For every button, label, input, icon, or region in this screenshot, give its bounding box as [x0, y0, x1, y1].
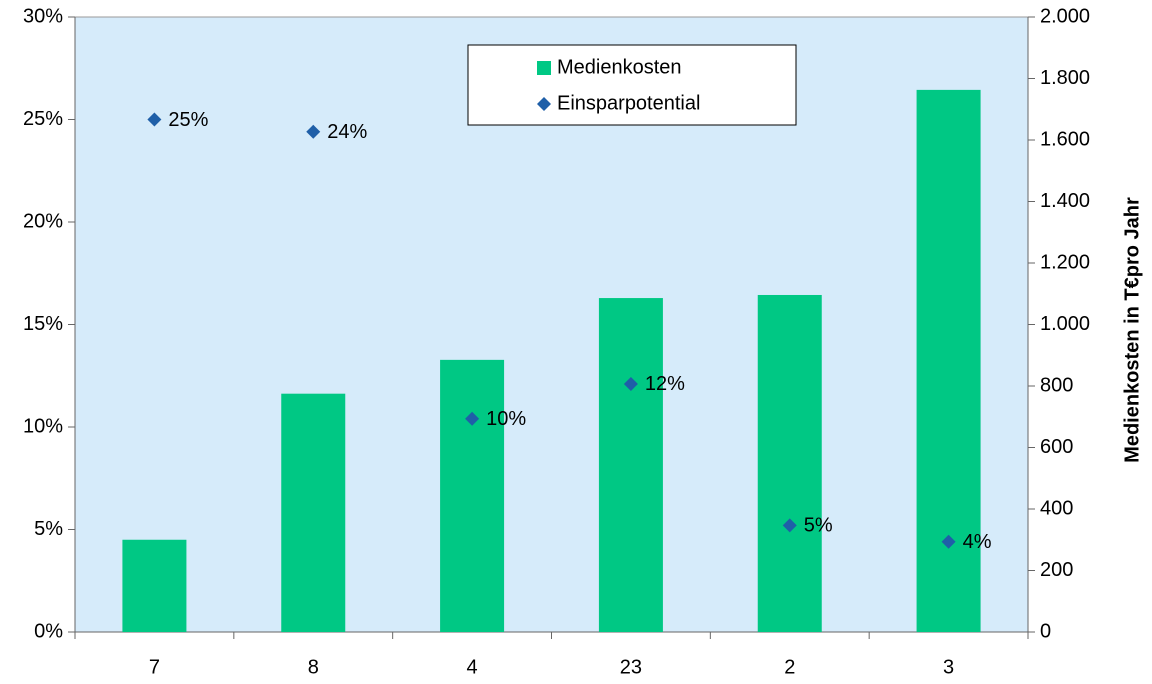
y2-tick-label: 2.000 — [1040, 5, 1090, 27]
diamond-marker — [306, 124, 321, 139]
data-label: 5% — [804, 515, 833, 537]
bar — [440, 359, 505, 632]
bar — [281, 393, 346, 632]
y2-tick-label: 1.400 — [1040, 190, 1090, 212]
data-label: 24% — [327, 121, 367, 143]
y2-axis-label: Medienkosten in T€pro Jahr — [1121, 197, 1143, 463]
y2-tick-label: 1.000 — [1040, 313, 1090, 335]
y2-tick-label: 800 — [1040, 374, 1073, 396]
x-tick-label: 7 — [149, 656, 160, 678]
y2-tick-label: 1.800 — [1040, 67, 1090, 89]
y-tick-label: 15% — [23, 313, 63, 335]
bar — [122, 539, 187, 632]
bar — [757, 294, 822, 632]
x-tick-label: 3 — [943, 656, 954, 678]
diamond-marker — [465, 411, 480, 426]
legend-swatch — [537, 97, 551, 111]
y-tick-label: 20% — [23, 210, 63, 232]
y2-tick-label: 1.200 — [1040, 251, 1090, 273]
legend-box — [467, 44, 797, 126]
data-label: 25% — [168, 109, 208, 131]
x-tick-label: 4 — [467, 656, 478, 678]
diamond-marker — [623, 376, 638, 391]
x-tick-label: 8 — [308, 656, 319, 678]
data-label: 12% — [645, 373, 685, 395]
y-tick-label: 30% — [23, 5, 63, 27]
y-tick-label: 5% — [34, 518, 63, 540]
y-tick-label: 25% — [23, 108, 63, 130]
y2-tick-label: 600 — [1040, 436, 1073, 458]
diamond-marker — [941, 534, 956, 549]
diamond-marker — [782, 518, 797, 533]
data-label: 10% — [486, 408, 526, 430]
x-tick-label: 2 — [784, 656, 795, 678]
y2-tick-label: 200 — [1040, 559, 1073, 581]
y-tick-label: 0% — [34, 620, 63, 642]
x-tick-label: 23 — [620, 656, 642, 678]
y2-tick-label: 0 — [1040, 620, 1051, 642]
bar — [598, 298, 663, 632]
data-label: 4% — [963, 531, 992, 553]
diamond-marker — [147, 112, 162, 127]
y2-tick-label: 400 — [1040, 497, 1073, 519]
y-tick-label: 10% — [23, 415, 63, 437]
legend-label: Einsparpotential — [557, 92, 700, 114]
legend-label: Medienkosten — [557, 56, 682, 78]
y2-tick-label: 1.600 — [1040, 128, 1090, 150]
legend-swatch — [537, 61, 551, 75]
